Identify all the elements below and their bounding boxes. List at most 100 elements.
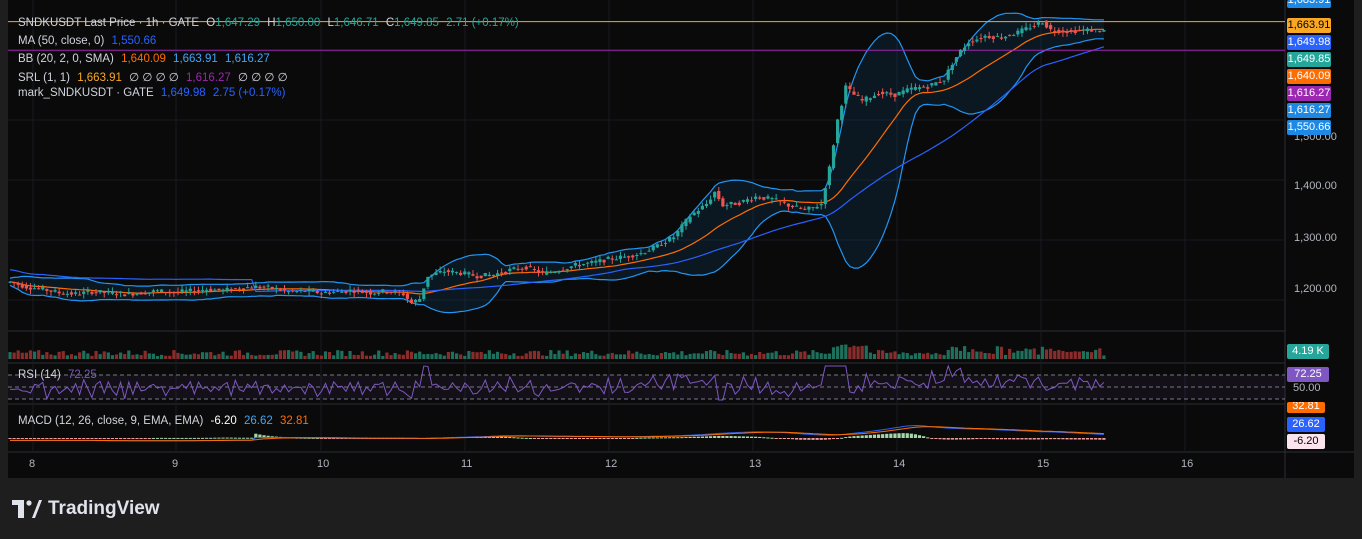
candle-body — [422, 288, 426, 300]
macd-tag: 26.62 — [1287, 417, 1325, 432]
mark-legend[interactable]: mark_SNDKUSDT · GATE 1,649.98 2.75 (+0.1… — [18, 87, 289, 99]
srl-legend[interactable]: SRL (1, 1) 1,663.91 ∅ ∅ ∅ ∅ 1,616.27 ∅ ∅… — [18, 70, 292, 84]
volume-bar — [782, 355, 786, 359]
volume-bar — [418, 351, 422, 359]
macd-histogram-bar — [872, 434, 877, 438]
candle-body — [479, 275, 483, 279]
volume-bar — [807, 354, 811, 359]
macd-histogram-bar — [549, 438, 553, 439]
macd-histogram-bar — [913, 434, 918, 438]
macd-histogram-bar — [819, 438, 823, 440]
volume-bar — [627, 350, 631, 359]
rsi-legend[interactable]: RSI (14) 72.25 — [18, 369, 101, 381]
volume-bar — [1040, 346, 1045, 359]
candle-body — [57, 291, 61, 294]
chart-frame[interactable] — [8, 0, 1354, 478]
candle-body — [545, 271, 549, 275]
candle-body — [377, 293, 381, 295]
candle-body — [721, 198, 725, 207]
macd-histogram-bar — [114, 438, 119, 439]
macd-histogram-bar — [827, 438, 832, 440]
macd-label: MACD (12, 26, close, 9, EMA, EMA) — [18, 415, 204, 427]
candle-body — [340, 291, 344, 293]
volume-bar — [823, 353, 827, 359]
macd-histogram-bar — [172, 437, 176, 439]
candle-body — [192, 291, 196, 293]
volume-bar — [49, 354, 53, 359]
candle-body — [188, 288, 192, 292]
bb-upper: 1,663.91 — [173, 53, 218, 65]
candle-body — [1061, 30, 1065, 33]
volume-bar — [471, 351, 475, 359]
volume-bar — [1057, 349, 1061, 359]
candle-body — [901, 90, 905, 95]
candle-body — [729, 201, 733, 205]
candle-body — [512, 267, 516, 269]
price-chart[interactable] — [8, 0, 1354, 478]
srl-empty-2: ∅ ∅ ∅ ∅ — [237, 72, 288, 84]
volume-bar — [270, 354, 274, 359]
volume-bar — [692, 353, 696, 359]
macd-histogram-bar — [1044, 438, 1049, 440]
ma-legend[interactable]: MA (50, close, 0) 1,550.66 — [18, 35, 160, 47]
volume-bar — [164, 355, 168, 359]
volume-bar — [82, 350, 86, 359]
macd-histogram-bar — [684, 436, 688, 438]
volume-bar — [926, 352, 930, 359]
candle-body — [663, 243, 668, 245]
candle-body — [795, 205, 799, 207]
volume-bar — [123, 354, 127, 359]
candle-body — [241, 288, 246, 290]
candle-body — [1049, 25, 1053, 30]
volume-bar — [508, 355, 512, 359]
x-axis-label: 10 — [317, 458, 330, 470]
macd-histogram-bar — [647, 437, 651, 439]
volume-bar — [635, 351, 639, 359]
candle-body — [135, 293, 139, 295]
volume-bar — [110, 355, 115, 359]
volume-bar — [856, 346, 860, 359]
macd-histogram-bar — [94, 438, 98, 439]
candle-body — [49, 290, 53, 292]
candle-body — [811, 207, 815, 209]
candle-body — [1065, 30, 1069, 34]
macd-histogram-bar — [737, 436, 741, 438]
macd-legend[interactable]: MACD (12, 26, close, 9, EMA, EMA) -6.20 … — [18, 415, 313, 427]
macd-histogram-bar — [881, 434, 885, 438]
symbol-legend[interactable]: SNDKUSDT Last Price · 1h · GATE O1,647.2… — [18, 17, 523, 29]
price-tag: 1,616.27 — [1287, 103, 1331, 118]
volume-bar — [65, 355, 69, 359]
candle-body — [487, 274, 491, 277]
macd-histogram-bar — [922, 436, 926, 438]
macd-histogram-bar — [1049, 438, 1053, 440]
volume-bar — [938, 354, 942, 359]
volume-bar — [119, 352, 123, 359]
candle-body — [315, 290, 319, 294]
candle-body — [569, 266, 573, 269]
volume-bar — [221, 351, 225, 359]
volume-bar — [377, 350, 381, 359]
rsi-value: 72.25 — [68, 369, 97, 381]
candle-body — [618, 255, 623, 259]
tradingview-logo[interactable]: TradingView — [12, 498, 160, 520]
candle-body — [872, 95, 877, 99]
candle-body — [668, 237, 672, 242]
volume-bar — [98, 354, 102, 359]
volume-bar — [758, 351, 762, 359]
volume-bar — [254, 355, 258, 359]
candle-body — [889, 92, 893, 95]
high-label: H — [267, 17, 276, 29]
volume-bar — [590, 350, 594, 359]
volume-bar — [983, 352, 987, 359]
candle-body — [950, 64, 954, 70]
srl-value-1: 1,663.91 — [77, 72, 122, 84]
macd-histogram-bar — [41, 438, 45, 439]
volume-bar — [954, 347, 959, 359]
volume-bar — [815, 352, 819, 359]
volume-bar — [778, 355, 782, 359]
macd-histogram-bar — [86, 438, 90, 439]
volume-bar — [483, 353, 487, 359]
bb-legend[interactable]: BB (20, 2, 0, SMA) 1,640.09 1,663.91 1,6… — [18, 53, 274, 65]
macd-histogram-bar — [8, 438, 12, 439]
macd-histogram-bar — [65, 438, 69, 439]
